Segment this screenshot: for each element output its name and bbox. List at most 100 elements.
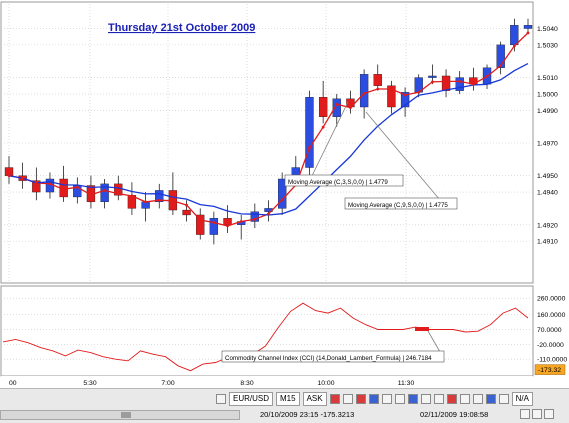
ma3-point: [471, 82, 475, 86]
indicator-tick-label: -110.0000: [537, 357, 567, 364]
candle-body: [182, 209, 191, 216]
time-axis: [1, 376, 533, 387]
indicator-tick-label: -20.0000: [537, 342, 564, 349]
cci-line: [2, 302, 529, 372]
candle-body: [428, 75, 437, 78]
na-select[interactable]: N/A: [511, 392, 533, 406]
annotation-ma9[interactable]: Moving Average (C,9,S,0,0) | 1.4775: [344, 197, 458, 210]
candle-body: [400, 92, 410, 108]
indicator-icon[interactable]: [446, 394, 457, 404]
chart-color-icon[interactable]: [329, 394, 340, 404]
maximize-icon[interactable]: [532, 409, 542, 419]
candle-body: [441, 75, 451, 91]
price-tick-label: 1.4920: [537, 222, 558, 229]
price-axis: 1.5040 1.5030 1.5010 1.5000 1.4990 1.4970 1.49…: [537, 26, 558, 246]
candle-body: [387, 85, 396, 108]
candle-icon[interactable]: [342, 394, 353, 404]
candle-body: [32, 180, 41, 193]
price-pane: [0, 1, 534, 284]
ma3-point: [253, 217, 257, 221]
record-icon[interactable]: [355, 394, 366, 404]
candle-body: [100, 183, 109, 203]
candle-body: [196, 214, 205, 235]
time-tick-label: 7:00: [161, 380, 174, 387]
ma3-point: [7, 174, 11, 178]
time-axis-labels: 00 5:30 7:00 8:30 10:00 11:30: [9, 380, 414, 387]
price-tick-label: 1.5040: [537, 26, 558, 33]
candle-body: [359, 74, 369, 108]
period-icon[interactable]: [216, 394, 226, 404]
horizontal-scrollbar[interactable]: [0, 410, 240, 420]
ma3-point: [308, 146, 311, 150]
indicator-tick-label: 70.0000: [537, 327, 562, 334]
ma3-point: [171, 199, 175, 203]
status-cursor-info: 20/10/2009 23:15 -175.3213: [260, 410, 355, 419]
cci-label-box[interactable]: Commodity Channel Index (CCI) (14,Donald…: [221, 350, 445, 363]
text-tool-icon[interactable]: [420, 394, 431, 404]
minimize-icon[interactable]: [520, 409, 530, 419]
zoom-in-icon[interactable]: [368, 394, 379, 404]
time-tick-label: 11:30: [398, 380, 415, 387]
annotation-ma3-label: Moving Average (C,3,S,0,0) | 1.4779: [288, 179, 388, 186]
time-tick-label: 00: [9, 380, 17, 387]
ma3-point: [226, 224, 229, 228]
price-tick-label: 1.5010: [537, 75, 558, 82]
line-tool-icon[interactable]: [407, 394, 418, 404]
cci-marker: [415, 327, 429, 331]
ma3-point: [376, 87, 380, 91]
ma3-point: [89, 193, 93, 197]
price-tick-label: 1.4940: [537, 190, 558, 197]
template-icon[interactable]: [459, 394, 470, 404]
timeframe-select[interactable]: M15: [276, 392, 300, 406]
fibonacci-icon[interactable]: [433, 394, 444, 404]
ma3-point: [349, 106, 352, 109]
candle-body: [250, 211, 259, 222]
ma3-point: [458, 80, 462, 83]
close-icon[interactable]: [544, 409, 554, 419]
symbol-select[interactable]: EUR/USD: [229, 392, 274, 406]
price-type-select[interactable]: ASK: [302, 392, 327, 406]
indicator-current-badge: [534, 364, 566, 375]
ma3-point: [239, 220, 243, 223]
price-tick-label: 1.4990: [537, 108, 558, 115]
price-tick-label: 1.4910: [537, 239, 558, 246]
time-tick-label: 5:30: [83, 380, 96, 387]
ma3-point: [526, 31, 530, 35]
settings-icon[interactable]: [498, 394, 509, 404]
ma3-point: [403, 93, 407, 97]
candle-body: [318, 97, 328, 117]
ma3-point: [130, 194, 134, 198]
ma3-point: [116, 192, 120, 196]
indicator-pane: [0, 285, 534, 377]
cci-label: Commodity Channel Index (CCI) (14,Donald…: [225, 355, 432, 362]
annotation-ma9-label: Moving Average (C,9,S,0,0) | 1.4775: [348, 202, 448, 209]
ma3-point: [198, 218, 202, 222]
candle-body: [332, 98, 341, 117]
time-tick-label: 8:30: [240, 380, 253, 387]
annotation-ma3[interactable]: Moving Average (C,3,S,0,0) | 1.4779: [284, 174, 404, 187]
price-tick-label: 1.4950: [537, 173, 558, 180]
ma3-point: [185, 203, 188, 207]
cci-leader: [427, 330, 441, 353]
candle-body: [455, 77, 464, 91]
ma3-point: [267, 212, 270, 216]
ma3-point: [444, 80, 448, 83]
print-icon[interactable]: [472, 394, 483, 404]
ma3-point: [34, 181, 38, 185]
indicator-tick-label: 160.0000: [537, 312, 566, 319]
indicator-current-value: -173.32: [538, 367, 561, 374]
save-icon[interactable]: [485, 394, 496, 404]
scrollbar-thumb[interactable]: [121, 412, 131, 418]
price-tick-label: 1.5000: [537, 91, 558, 98]
chart-title: Thursday 21st October 2009: [108, 22, 255, 34]
bottom-toolbar: EUR/USD M15 ASK N/A 20/10/2009 23:15 -17…: [0, 388, 569, 423]
price-tick-label: 1.4970: [537, 141, 558, 148]
candle-body: [305, 97, 314, 168]
ma3-point: [321, 125, 325, 129]
zoom-out-icon[interactable]: [381, 394, 392, 404]
ma3-point: [157, 198, 161, 202]
crosshair-icon[interactable]: [394, 394, 405, 404]
candle-body: [496, 44, 505, 68]
candle-body: [155, 190, 164, 203]
ma3-point: [485, 75, 489, 78]
